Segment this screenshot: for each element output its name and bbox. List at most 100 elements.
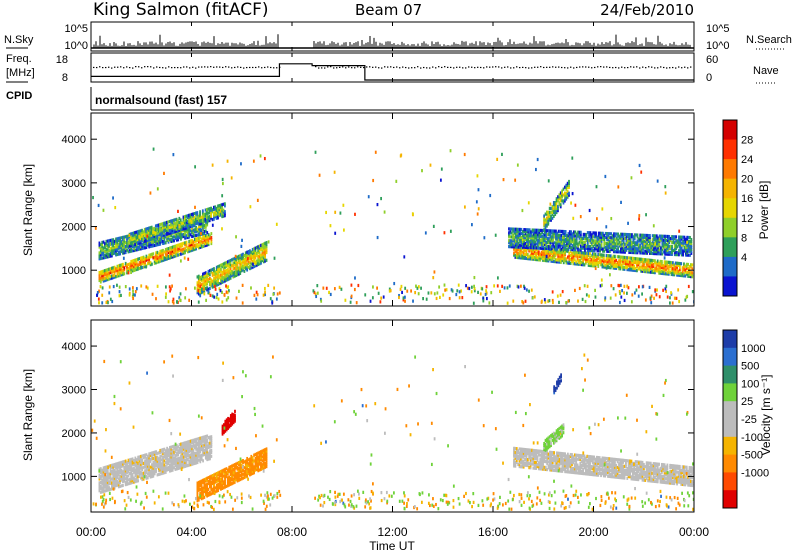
power-cell — [228, 277, 231, 281]
nave-dot — [624, 67, 626, 69]
power-cell — [643, 251, 646, 255]
power-cell — [466, 286, 469, 290]
power-cell — [133, 248, 135, 253]
power-cell — [203, 244, 206, 248]
power-cell — [651, 247, 654, 252]
power-cell — [644, 298, 647, 302]
power-cell — [527, 243, 530, 248]
power-cell — [552, 201, 555, 205]
power-cell — [258, 246, 261, 250]
power-cell — [143, 227, 146, 232]
power-cell — [618, 234, 621, 238]
power-cell — [642, 267, 645, 272]
power-cell — [113, 269, 116, 273]
power-cell — [516, 231, 519, 235]
power-cell — [669, 301, 671, 305]
power-cell — [508, 227, 510, 231]
power-cell — [184, 247, 186, 251]
power-cell — [163, 237, 166, 241]
velocity-cell — [99, 475, 102, 479]
power-cell — [607, 235, 610, 240]
power-cell — [596, 243, 599, 247]
power-cell — [539, 228, 542, 233]
power-cell — [178, 224, 181, 228]
power-cell — [185, 244, 188, 248]
power-cell — [131, 249, 134, 253]
power-cell — [108, 273, 110, 277]
power-cell — [178, 233, 181, 238]
power-cell — [98, 257, 101, 261]
power-cell — [233, 258, 236, 263]
nave-dot — [489, 66, 491, 68]
power-cell — [607, 237, 610, 242]
power-cell — [133, 260, 135, 265]
power-cell — [188, 233, 191, 237]
power-cell — [199, 294, 202, 298]
velocity-cell — [117, 471, 120, 475]
power-cell — [98, 272, 101, 277]
power-cell — [214, 274, 217, 278]
power-cell — [221, 274, 224, 279]
power-cell — [188, 231, 191, 235]
power-cell — [619, 265, 622, 269]
power-cell — [126, 236, 128, 240]
power-cell — [151, 242, 153, 246]
power-cell — [545, 254, 548, 259]
power-cell — [550, 210, 552, 214]
power-cell — [224, 265, 226, 269]
velocity-cell — [117, 469, 120, 473]
power-cell — [106, 275, 109, 280]
power-cell — [546, 253, 549, 257]
power-cell — [557, 235, 560, 239]
power-cell — [532, 251, 535, 255]
power-cell — [196, 244, 199, 248]
power-cell — [563, 193, 566, 197]
power-cell — [631, 233, 633, 237]
power-cell — [141, 244, 144, 249]
velocity-cell — [112, 484, 115, 489]
power-cell — [155, 257, 157, 261]
velocity-cell — [99, 476, 102, 481]
power-cell — [118, 294, 121, 298]
power-cell — [116, 245, 119, 249]
power-cell — [576, 250, 579, 254]
nave-dot — [420, 67, 422, 69]
power-cell — [684, 298, 687, 302]
velocity-cell — [102, 480, 105, 484]
power-cell — [508, 241, 510, 245]
velocity-cell — [113, 470, 116, 474]
power-cell — [553, 259, 555, 264]
nave-dot — [630, 66, 632, 68]
power-cell — [649, 260, 652, 264]
power-cell — [629, 262, 631, 266]
power-cell — [182, 247, 185, 251]
power-cell — [167, 248, 170, 253]
power-cell — [236, 265, 239, 269]
power-cell — [318, 173, 321, 177]
power-cell — [250, 258, 253, 262]
power-cell — [602, 255, 605, 259]
power-cell — [600, 239, 603, 243]
power-cell — [101, 244, 104, 248]
power-cell — [554, 252, 557, 256]
power-cell — [607, 263, 609, 268]
power-cell — [518, 254, 521, 258]
power-cell — [510, 231, 513, 235]
power-cell — [586, 253, 589, 257]
power-cell — [642, 261, 645, 266]
power-cell — [160, 240, 163, 244]
power-cell — [549, 231, 552, 235]
power-cell — [206, 243, 209, 247]
noise-right-tick-0: 10^5 — [706, 23, 730, 35]
power-cell — [180, 231, 182, 235]
power-cell — [543, 249, 546, 253]
power-cell — [579, 260, 582, 265]
nave-dot — [690, 66, 692, 68]
power-cell — [687, 243, 690, 247]
power-cell — [638, 214, 641, 218]
power-cell — [662, 271, 665, 276]
power-cell — [208, 211, 211, 215]
velocity-cell — [124, 477, 127, 481]
power-cell — [646, 235, 649, 240]
velocity-cell — [104, 475, 106, 479]
